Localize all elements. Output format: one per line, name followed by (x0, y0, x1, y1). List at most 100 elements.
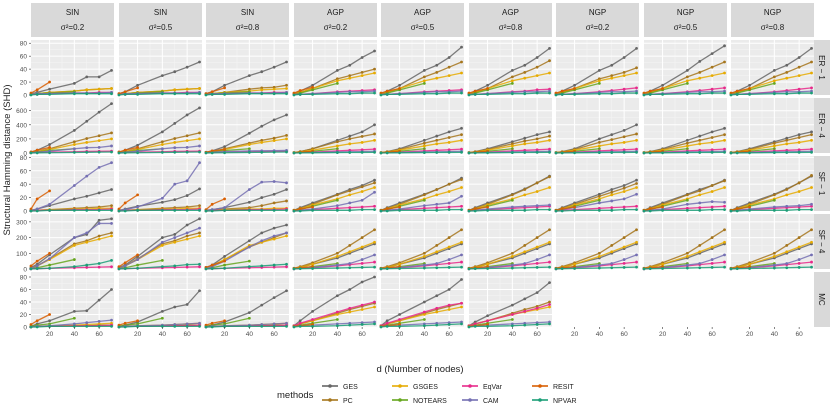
row-strip-label: MC (817, 293, 826, 306)
row-strip-label: SF − 4 (817, 230, 826, 254)
data-point-ges (723, 44, 726, 48)
data-point-gsges (435, 142, 439, 146)
data-point-pc (85, 137, 89, 140)
data-point-pc (460, 178, 463, 181)
data-point-npvar (373, 208, 376, 212)
column-strip-label: AGP (327, 8, 344, 17)
row-strip-label: ER − 1 (817, 55, 826, 80)
data-point-pc (548, 228, 551, 232)
data-point-gsges (797, 74, 801, 77)
data-point-ges (198, 217, 201, 221)
data-point-resit (642, 91, 646, 95)
panel (117, 156, 202, 213)
data-point-gsges (311, 262, 314, 266)
data-point-gsges (772, 255, 776, 258)
data-point-npvar (110, 258, 113, 262)
legend-swatch-point (398, 398, 402, 402)
data-point-pc (435, 70, 439, 74)
row-strip-bg (814, 40, 830, 95)
data-point-cam (198, 321, 201, 325)
data-point-npvar (223, 324, 226, 328)
data-point-gsges (635, 138, 638, 142)
data-point-gsges (723, 71, 726, 75)
data-point-ges (661, 83, 664, 87)
data-point-npvar (72, 324, 76, 328)
series-line-notears (205, 317, 250, 328)
data-point-pc (272, 201, 276, 205)
data-point-ges (285, 60, 288, 64)
panel (204, 214, 289, 271)
data-point-cam (110, 161, 113, 165)
data-point-notears (72, 258, 76, 261)
data-point-cam (348, 90, 352, 94)
data-point-eqvar (85, 266, 89, 269)
data-point-npvar (373, 265, 376, 269)
data-point-gsges (622, 141, 626, 144)
data-point-resit (48, 313, 51, 316)
data-point-gsges (610, 250, 614, 254)
data-point-ges (385, 319, 389, 323)
panel (467, 214, 552, 271)
data-point-gsges (785, 193, 789, 197)
data-point-ges (110, 102, 113, 106)
data-point-gsges (435, 310, 439, 314)
legend-label: GSGES (413, 384, 438, 391)
data-point-npvar (635, 265, 638, 269)
data-point-npvar (185, 92, 189, 96)
legend-swatch-point (328, 384, 332, 388)
data-point-npvar (311, 92, 314, 96)
panel (29, 272, 114, 329)
panel (467, 40, 552, 97)
data-point-npvar (473, 92, 477, 96)
panel-bg (31, 156, 114, 211)
data-point-cam (247, 188, 251, 191)
panel (642, 214, 727, 271)
data-point-ges (422, 69, 426, 72)
legend-swatch-point (468, 398, 472, 402)
data-point-pc (635, 66, 638, 70)
data-point-npvar (198, 150, 201, 154)
data-point-npvar (35, 209, 39, 213)
data-point-ges (685, 69, 689, 72)
data-point-eqvar (422, 206, 426, 210)
data-point-ges (447, 288, 451, 291)
data-point-pc (510, 251, 514, 255)
data-point-gsges (460, 71, 463, 75)
data-point-npvar (223, 266, 226, 270)
data-point-cam (72, 322, 76, 326)
data-point-npvar (467, 325, 471, 329)
data-point-cam (610, 262, 614, 265)
data-point-resit (35, 259, 39, 263)
data-point-cam (85, 146, 89, 150)
data-point-ges (223, 145, 226, 149)
data-point-eqvar (435, 306, 439, 310)
data-point-cam (810, 202, 813, 206)
data-point-ges (510, 69, 514, 72)
data-point-notears (510, 147, 514, 151)
data-point-gsges (810, 71, 813, 75)
data-point-resit (29, 207, 33, 211)
panel (731, 272, 814, 327)
data-point-cam (185, 322, 189, 326)
y-tick-label: 20 (20, 312, 28, 319)
data-point-resit (223, 86, 226, 90)
data-point-npvar (735, 209, 739, 213)
data-point-gsges (523, 142, 527, 146)
row-strip-bg (814, 214, 830, 269)
data-point-cam (160, 196, 164, 200)
panel (379, 40, 464, 97)
data-point-gsges (548, 186, 551, 189)
data-point-npvar (398, 324, 401, 328)
data-point-ges (635, 178, 638, 182)
data-point-resit (486, 205, 489, 209)
column-strip-sublabel: σ²=0.8 (499, 23, 523, 32)
panel (554, 214, 639, 271)
data-point-ges (247, 131, 251, 135)
data-point-notears (48, 263, 51, 267)
data-point-gsges (447, 308, 451, 311)
data-point-ges (373, 49, 376, 53)
data-point-npvar (173, 324, 177, 328)
column-strip-sublabel: σ²=0.5 (411, 23, 435, 32)
data-point-gsges (360, 308, 364, 311)
